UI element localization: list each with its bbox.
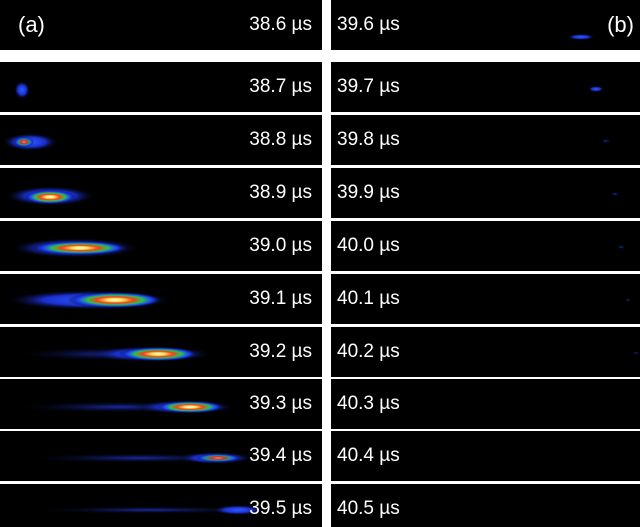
time-label: 39.6 µs (337, 14, 400, 35)
plume-glow (32, 241, 128, 255)
plume-glow (588, 86, 604, 92)
frame-a-7: 39.2 µs (0, 327, 322, 377)
time-label: 39.0 µs (249, 235, 312, 256)
frame-b-1: 39.6 µs (b) (331, 0, 640, 50)
time-label: 38.8 µs (249, 129, 312, 150)
time-label: 39.8 µs (337, 129, 400, 150)
plume-glow (156, 401, 224, 413)
time-label: 40.4 µs (337, 445, 400, 466)
plume-glow (616, 244, 626, 250)
frame-b-9: 40.4 µs (331, 431, 640, 481)
plume-glow (24, 190, 76, 204)
time-label: 40.5 µs (337, 498, 400, 519)
plume-glow (30, 506, 270, 514)
time-label: 39.4 µs (249, 445, 312, 466)
plume-glow (624, 298, 632, 302)
plume-glow (212, 505, 264, 515)
time-label: 40.1 µs (337, 288, 400, 309)
panel-b-label: (b) (607, 12, 634, 37)
plume-glow (118, 347, 198, 361)
frame-b-7: 40.2 µs (331, 327, 640, 377)
plume-glow (196, 454, 240, 462)
time-label: 40.3 µs (337, 393, 400, 414)
frame-b-8: 40.3 µs (331, 379, 640, 429)
frame-a-9: 39.4 µs (0, 431, 322, 481)
frame-a-3: 38.8 µs (0, 115, 322, 165)
frame-a-1: (a) 38.6 µs (0, 0, 322, 50)
frame-a-2: 38.7 µs (0, 62, 322, 112)
time-label: 40.0 µs (337, 235, 400, 256)
time-label: 39.5 µs (249, 498, 312, 519)
frame-a-10: 39.5 µs (0, 484, 322, 527)
frame-b-6: 40.1 µs (331, 274, 640, 324)
time-label: 38.9 µs (249, 182, 312, 203)
time-label: 39.9 µs (337, 182, 400, 203)
frame-b-4: 39.9 µs (331, 168, 640, 218)
time-label: 40.2 µs (337, 341, 400, 362)
time-label: 38.6 µs (249, 14, 312, 35)
time-label: 39.3 µs (249, 393, 312, 414)
time-label: 39.1 µs (249, 288, 312, 309)
frame-b-3: 39.8 µs (331, 115, 640, 165)
frame-b-10: 40.5 µs (331, 484, 640, 527)
time-label: 38.7 µs (249, 76, 312, 97)
plume-glow (632, 351, 640, 355)
time-label: 39.2 µs (249, 341, 312, 362)
plume-glow (67, 292, 163, 308)
frame-a-4: 38.9 µs (0, 168, 322, 218)
time-label: 39.7 µs (337, 76, 400, 97)
frame-b-2: 39.7 µs (331, 62, 640, 112)
frame-b-5: 40.0 µs (331, 221, 640, 271)
frame-a-5: 39.0 µs (0, 221, 322, 271)
frame-a-8: 39.3 µs (0, 379, 322, 429)
panel-a-label: (a) (18, 12, 45, 37)
plume-glow (14, 81, 30, 99)
plume-glow (14, 137, 34, 147)
plume-glow (600, 138, 612, 144)
plume-glow (610, 191, 620, 197)
frame-a-6: 39.1 µs (0, 274, 322, 324)
plume-glow (567, 34, 595, 40)
